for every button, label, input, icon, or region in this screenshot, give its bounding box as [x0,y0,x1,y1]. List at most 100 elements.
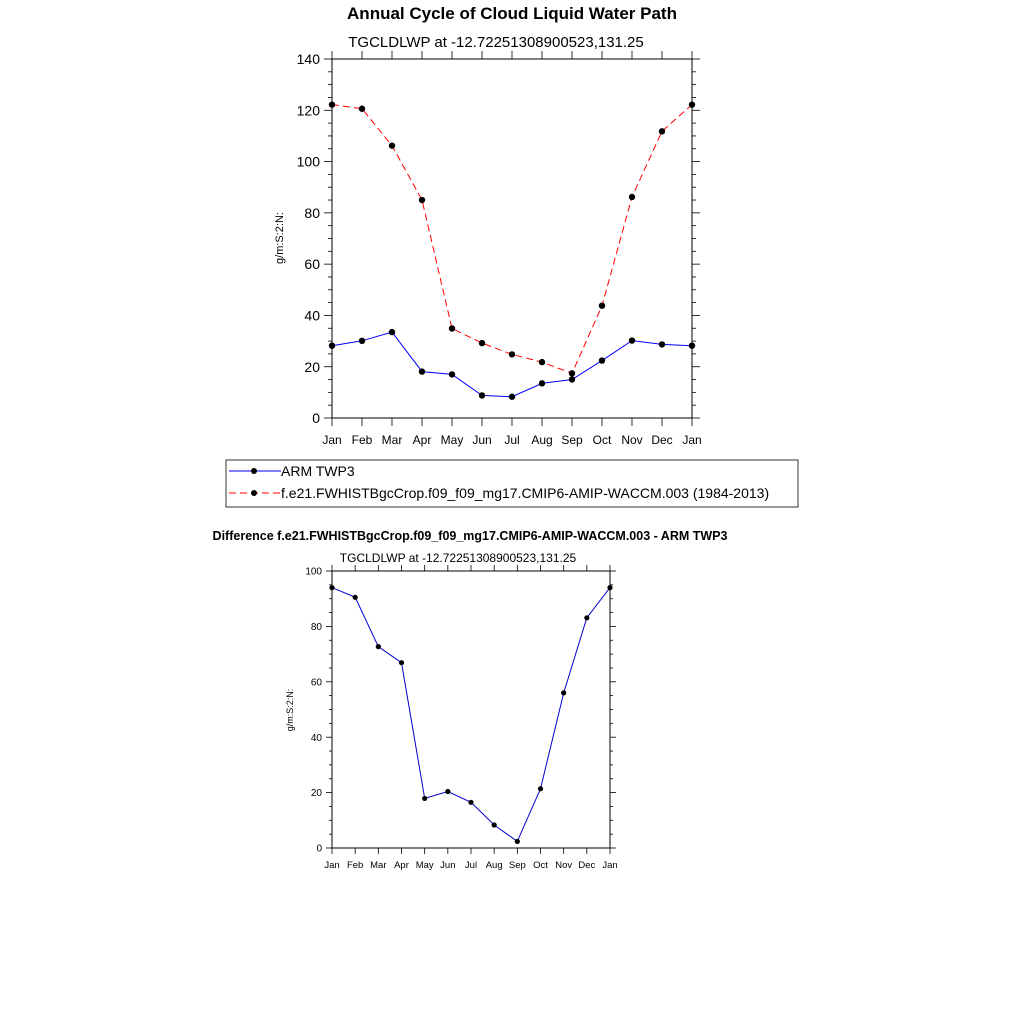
chart1-x-tick-label: Feb [352,433,373,447]
chart2-series-0-point [537,786,544,792]
legend-marker-model [251,490,257,496]
chart1-series-1-point [328,101,336,108]
chart2-x-tick-label: Oct [533,860,548,871]
chart1-x-tick-label: Dec [651,433,672,447]
chart1-series-line-1 [331,104,693,375]
chart1-series-0-point [418,368,426,375]
chart2-y-tick-label: 40 [311,733,323,744]
chart1-x-tick-label: Aug [531,433,552,447]
chart1-x-tick-label: Jul [504,433,519,447]
diff-title: Difference f.e21.FWHISTBgcCrop.f09_f09_m… [213,529,728,543]
chart1-y-tick-label: 140 [297,51,321,67]
chart2-y-tick-label: 100 [305,567,322,578]
chart1-series-1-point [448,325,456,332]
chart1-series-0-point [568,376,576,383]
chart1-series-1-point [418,196,426,204]
chart1-series-0-point [388,328,396,336]
chart1-subtitle: TGCLDLWP at -12.72251308900523,131.25 [348,34,644,51]
chart1-series-1-point [508,351,516,358]
chart1-series-0-point [358,337,366,345]
chart2-series-0-point [445,788,451,795]
chart1-x-tick-label: Sep [561,433,583,447]
chart2-series-0-point [375,644,381,650]
chart1-series-1-point [388,142,396,149]
chart1-x-tick-label: Nov [621,433,642,447]
chart2-x-tick-label: Jul [465,860,477,871]
annual-cycle-chart: TGCLDLWP at -12.72251308900523,131.25 0 2… [225,34,799,508]
chart1-series-1-point [358,105,366,112]
chart2-series-0-point [514,838,520,844]
chart1-y-tick-label: 40 [304,307,320,323]
chart1-series-1-point [688,101,696,108]
chart1-x-tick-label: Mar [382,433,403,447]
legend-label-model: f.e21.FWHISTBgcCrop.f09_f09_mg17.CMIP6-A… [281,485,769,501]
main-title: Annual Cycle of Cloud Liquid Water Path [347,4,677,23]
chart2-x-tick-label: Sep [509,860,526,871]
chart2-y-tick-label: 80 [311,622,323,633]
chart1-ylabel: g/m:S:2:N: [274,212,286,264]
chart2-y-tick-label: 20 [311,788,323,799]
chart2-x-tick-label: Jan [602,860,617,871]
chart2-y-tick-label: 0 [316,844,322,855]
chart2-series-0-point [398,660,405,666]
chart2-series-0-point [491,822,497,828]
chart1-x-tick-label: Apr [413,433,432,447]
chart1-y-tick-label: 60 [304,256,320,272]
chart1-x-tick-label: Jan [682,433,701,447]
chart2-x-tick-label: Nov [555,860,572,871]
chart1-series-1-point [538,358,546,366]
chart1-ticks: 0 20 40 60 80 100 120 140 Jan Feb Mar Apr May Jun Jul A… [297,51,702,447]
chart2-series-0-point [584,615,590,621]
chart2-x-tick-label: Feb [347,860,363,871]
difference-chart: TGCLDLWP at -12.72251308900523,131.25 0 2… [285,551,618,871]
chart1-y-tick-label: 0 [312,410,320,426]
chart1-series-line-0 [331,331,693,398]
chart1-series-0-point [508,393,516,400]
chart2-x-tick-label: May [416,860,434,871]
chart1-x-tick-label: Oct [593,433,612,447]
chart1-series [328,101,696,400]
chart2-series-0-point [607,585,613,591]
chart1-series-0-point [328,342,336,349]
chart1-series-0-point [598,357,606,364]
legend-marker-arm [251,468,257,474]
chart1-series-1-point [568,370,576,377]
chart1-series-0-point [478,392,486,399]
chart1-legend: ARM TWP3 f.e21.FWHISTBgcCrop.f09_f09_mg1… [225,459,799,508]
chart2-series-0-point [561,690,567,696]
chart2-x-tick-label: Mar [370,860,386,871]
legend-label-arm: ARM TWP3 [281,463,355,479]
chart1-x-tick-label: Jun [472,433,491,447]
chart2-series [329,585,613,844]
chart1-y-tick-label: 80 [304,205,320,221]
chart2-x-tick-label: Apr [394,860,409,871]
chart2-x-tick-label: Jun [440,860,455,871]
chart1-series-0-point [448,371,456,378]
chart1-series-0-point [628,337,636,344]
chart1-x-tick-label: Jan [322,433,341,447]
chart1-x-tick-label: May [441,433,464,447]
chart2-series-0-point [468,799,474,805]
chart1-plot-frame [331,58,693,419]
chart2-x-tick-label: Dec [578,860,595,871]
chart1-series-0-point [688,342,696,349]
legend-box [225,459,799,508]
chart2-ticks: 0 20 40 60 80 100 Jan Feb Mar Apr May Jun Jul Aug Sep O… [305,565,618,871]
chart1-series-1-point [598,302,606,309]
chart2-x-tick-label: Aug [486,860,503,871]
chart1-series-1-point [658,128,666,135]
chart1-series-1-point [478,339,486,347]
chart1-y-tick-label: 20 [304,359,320,375]
chart1-y-tick-label: 120 [297,102,321,118]
chart1-y-tick-label: 100 [297,154,321,170]
chart2-subtitle: TGCLDLWP at -12.72251308900523,131.25 [340,551,577,565]
chart2-series-0-point [422,795,428,802]
chart1-series-1-point [628,193,636,201]
chart2-y-tick-label: 60 [311,677,323,688]
chart2-series-0-point [352,594,358,600]
chart2-ylabel: g/m:S:2:N: [285,689,295,732]
chart1-series-0-point [538,380,546,387]
chart1-series-0-point [658,341,666,348]
chart2-plot-frame [331,570,611,849]
